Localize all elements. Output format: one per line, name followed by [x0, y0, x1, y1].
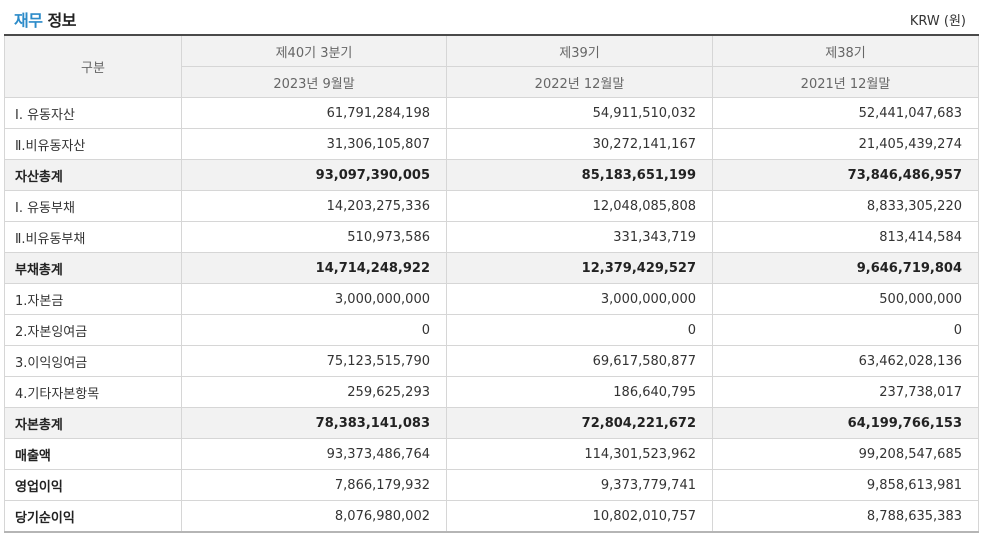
table-body: Ⅰ. 유동자산 61,791,284,198 54,911,510,032 52,44…	[4, 97, 979, 533]
row-label: 1.자본금	[4, 283, 182, 315]
header-period-date: 2023년 9월말	[181, 66, 447, 98]
row-value: 75,123,515,790	[181, 345, 447, 377]
row-label: Ⅰ. 유동부채	[4, 190, 182, 222]
header-period-name: 제40기 3분기	[181, 34, 447, 67]
row-value: 99,208,547,685	[712, 438, 979, 470]
row-value: 69,617,580,877	[446, 345, 713, 377]
row-value: 0	[712, 314, 979, 346]
row-label: 부채총계	[4, 252, 182, 284]
row-label: 자산총계	[4, 159, 182, 191]
row-value: 237,738,017	[712, 376, 979, 408]
section-header: 재무 정보 KRW (원)	[0, 0, 982, 34]
table-row: Ⅱ.비유동부채 510,973,586 331,343,719 813,414,584	[4, 221, 979, 253]
header-period-name: 제39기	[446, 34, 713, 67]
row-value: 30,272,141,167	[446, 128, 713, 160]
table-row: Ⅱ.비유동자산 31,306,105,807 30,272,141,167 21,40…	[4, 128, 979, 160]
row-label: 3.이익잉여금	[4, 345, 182, 377]
row-value: 21,405,439,274	[712, 128, 979, 160]
row-value: 0	[446, 314, 713, 346]
row-value: 510,973,586	[181, 221, 447, 253]
financial-table: 구분 제40기 3분기 제39기 제38기 2023년 9월말 2022년 12…	[4, 34, 979, 533]
header-period-date: 2021년 12월말	[712, 66, 979, 98]
section-title-accent: 재무	[14, 11, 43, 30]
table-row: Ⅰ. 유동부채 14,203,275,336 12,048,085,808 8,833…	[4, 190, 979, 222]
row-value: 114,301,523,962	[446, 438, 713, 470]
row-value: 72,804,221,672	[446, 407, 713, 439]
row-value: 9,646,719,804	[712, 252, 979, 284]
row-value: 14,714,248,922	[181, 252, 447, 284]
row-value: 64,199,766,153	[712, 407, 979, 439]
table-row: 2.자본잉여금 0 0 0	[4, 314, 979, 346]
table-header: 구분 제40기 3분기 제39기 제38기 2023년 9월말 2022년 12…	[4, 34, 979, 98]
row-value: 93,373,486,764	[181, 438, 447, 470]
row-label: 영업이익	[4, 469, 182, 501]
table-row: 3.이익잉여금 75,123,515,790 69,617,580,877 63,46…	[4, 345, 979, 377]
section-title: 재무 정보	[14, 7, 76, 31]
header-period-date: 2022년 12월말	[446, 66, 713, 98]
table-row: 매출액 93,373,486,764 114,301,523,962 99,208,5…	[4, 438, 979, 470]
row-value: 12,048,085,808	[446, 190, 713, 222]
table-row: 자본총계 78,383,141,083 72,804,221,672 64,199,7…	[4, 407, 979, 439]
row-value: 85,183,651,199	[446, 159, 713, 191]
row-value: 78,383,141,083	[181, 407, 447, 439]
row-value: 8,076,980,002	[181, 500, 447, 533]
header-category: 구분	[4, 34, 182, 98]
row-value: 12,379,429,527	[446, 252, 713, 284]
header-row-periods: 구분 제40기 3분기 제39기 제38기	[4, 34, 979, 98]
table-row: 영업이익 7,866,179,932 9,373,779,741 9,858,613,…	[4, 469, 979, 501]
row-value: 10,802,010,757	[446, 500, 713, 533]
row-value: 259,625,293	[181, 376, 447, 408]
row-label: Ⅰ. 유동자산	[4, 97, 182, 129]
row-value: 500,000,000	[712, 283, 979, 315]
row-value: 9,858,613,981	[712, 469, 979, 501]
row-value: 331,343,719	[446, 221, 713, 253]
row-value: 73,846,486,957	[712, 159, 979, 191]
table-row: 자산총계 93,097,390,005 85,183,651,199 73,846,4…	[4, 159, 979, 191]
table-row: 4.기타자본항목 259,625,293 186,640,795 237,738,01…	[4, 376, 979, 408]
table-row: 당기순이익 8,076,980,002 10,802,010,757 8,788,63…	[4, 500, 979, 533]
row-label: 당기순이익	[4, 500, 182, 533]
row-value: 0	[181, 314, 447, 346]
row-label: Ⅱ.비유동자산	[4, 128, 182, 160]
row-label: Ⅱ.비유동부채	[4, 221, 182, 253]
table-row: Ⅰ. 유동자산 61,791,284,198 54,911,510,032 52,44…	[4, 97, 979, 129]
row-value: 31,306,105,807	[181, 128, 447, 160]
row-value: 14,203,275,336	[181, 190, 447, 222]
row-value: 61,791,284,198	[181, 97, 447, 129]
row-value: 3,000,000,000	[181, 283, 447, 315]
row-value: 186,640,795	[446, 376, 713, 408]
row-value: 52,441,047,683	[712, 97, 979, 129]
row-value: 8,788,635,383	[712, 500, 979, 533]
table-row: 1.자본금 3,000,000,000 3,000,000,000 500,000,0…	[4, 283, 979, 315]
row-value: 63,462,028,136	[712, 345, 979, 377]
row-value: 8,833,305,220	[712, 190, 979, 222]
row-value: 54,911,510,032	[446, 97, 713, 129]
section-title-rest: 정보	[42, 11, 77, 30]
header-period-name: 제38기	[712, 34, 979, 67]
row-label: 4.기타자본항목	[4, 376, 182, 408]
table-row: 부채총계 14,714,248,922 12,379,429,527 9,646,71…	[4, 252, 979, 284]
row-value: 7,866,179,932	[181, 469, 447, 501]
row-value: 9,373,779,741	[446, 469, 713, 501]
row-value: 813,414,584	[712, 221, 979, 253]
currency-unit: KRW (원)	[909, 14, 966, 29]
row-value: 93,097,390,005	[181, 159, 447, 191]
row-label: 2.자본잉여금	[4, 314, 182, 346]
row-label: 자본총계	[4, 407, 182, 439]
header-row-dates: 2023년 9월말 2022년 12월말 2021년 12월말	[5, 66, 979, 98]
row-value: 3,000,000,000	[446, 283, 713, 315]
row-label: 매출액	[4, 438, 182, 470]
